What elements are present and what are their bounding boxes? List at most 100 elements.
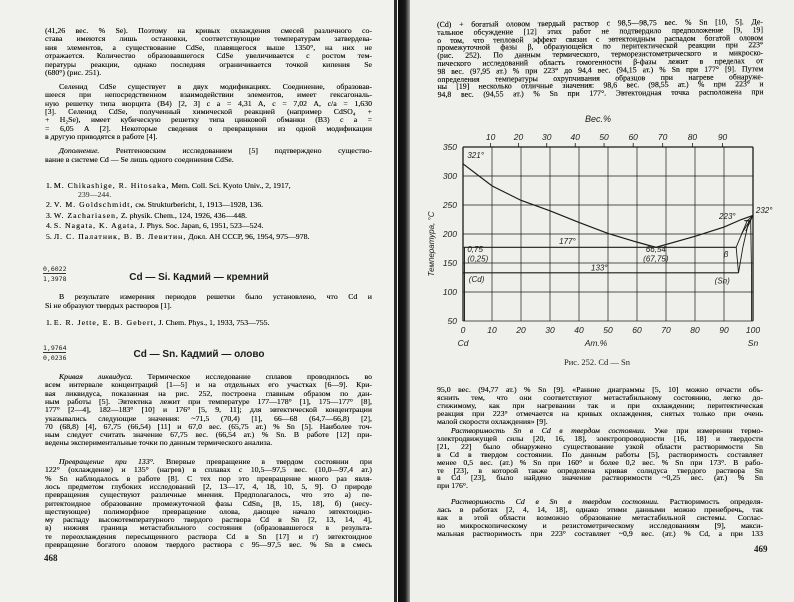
x-tick-label: 30 (545, 325, 555, 335)
x-right-element: Sn (748, 338, 759, 348)
text-line: ным следует считать значение 67,75 вес. … (45, 431, 372, 439)
text-line: Si не образуют твердых растворов [1]. (45, 302, 372, 310)
text-line: те переохлаждения пересыщенного раствора… (45, 532, 372, 541)
top-tick-label: 90 (718, 132, 728, 142)
section-title-cd-si: Cd — Si. Кадмий — кремний (129, 272, 269, 283)
line-text: Si не образуют твердых растворов [1]. (45, 301, 172, 310)
y-tick-label: 250 (442, 200, 457, 210)
x-tick-label: 60 (632, 325, 642, 335)
reference-item: 1. E. R. Jette, E. B. Gebert, J. Chem. P… (46, 319, 270, 327)
reference-number: 4. (46, 221, 52, 230)
log-value-bottom: 1,3978 (43, 275, 67, 283)
book-spine-shadow (398, 0, 410, 602)
text-line: яснить тем, что они соответствуют метаст… (437, 393, 763, 402)
text-line: 95,0 вес. (94,77 ат.) % Sn [9]. «Ранние … (437, 386, 763, 394)
paragraph-lead: Кривая ликвидуса. (59, 372, 133, 381)
chart-label-cd-solubility-a: 0,75 (467, 245, 483, 254)
reference-item: 2. V. M. Goldschmidt, см. Strukturberich… (46, 201, 263, 209)
phase-boundary-line (735, 247, 739, 273)
text-line: стижимому, как при нагревании так и при … (437, 400, 763, 410)
line-text: + H₂Se), имеет кубическую решетку типа ц… (45, 115, 372, 125)
reference-number: 2. (46, 200, 52, 209)
line-text: (680°) (рис. 251). (45, 68, 102, 77)
chart-label-cd-solubility-b: (0,25) (467, 254, 488, 263)
reference-item: 3. W. Zachariasen, Z. physik. Chem., 124… (46, 211, 247, 220)
line-text: как в этой области возможно образование … (437, 512, 763, 522)
reference-source: Mem. Coll. Sci. Kyoto Univ., 2, 1917, (169, 181, 291, 190)
section-title-cd-sn: Cd — Sn. Кадмий — олово (133, 349, 265, 360)
text-line: в другую приводятся в работе [4]. (45, 132, 372, 141)
chart-label-cd-melting: 321° (467, 151, 484, 160)
line-text: ным работы [5]. Эвтектика лежит при темп… (45, 396, 372, 406)
paragraph-lead: Превращение при 133°. (59, 457, 155, 466)
reference-continuation: 239—244. (78, 189, 112, 199)
phase-boundary-line (750, 220, 752, 273)
y-tick-label: 200 (442, 229, 457, 239)
text-line: Растворимость Cd в Sn в твердом состояни… (437, 498, 763, 506)
text-line: [21, 22] было обнаружено существование у… (437, 442, 763, 451)
text-line: указывались следующие значения: ~71,5 (7… (45, 413, 372, 423)
y-tick-label: 350 (443, 142, 457, 152)
text-line: малой скорости охлаждения» [9]. (437, 417, 763, 426)
line-text: 122° (охлаждение) и 135° (нагрев) в спла… (45, 465, 372, 475)
text-line: но микроскопическому и резистометрическо… (437, 521, 763, 530)
x-left-element: Cd (458, 338, 469, 348)
y-tick-label: 50 (448, 316, 458, 326)
text-line: Превращение при 133°. Впервые превращени… (45, 458, 372, 466)
text-line: в Cd [23], было найдено значение раствор… (437, 474, 763, 482)
y-axis-label: Температура, °С (427, 211, 436, 276)
chart-label-cd-phase: (Cd) (469, 275, 485, 284)
line-text: мальная растворимость при 223° составляе… (437, 528, 763, 538)
phase-boundary-line (745, 215, 754, 232)
line-text: указывались следующие значения: ~71,5 (7… (45, 413, 372, 423)
reference-number: 1. (46, 318, 52, 327)
line-text: Термическое исследование сплавов проводи… (132, 372, 372, 381)
phase-boundary-line (741, 215, 754, 235)
text-line: става имеются лишь остановки, соответств… (45, 35, 372, 43)
log-value-top: 1,9764 (43, 344, 67, 353)
text-line: % Sn наблюдалось в работе [8]. С тех пор… (45, 474, 372, 483)
line-text: пературы реакции, однако последняя огран… (45, 59, 372, 69)
line-text: 177° [2—4], 182—183° [10] и 176° [5, 9, … (45, 405, 372, 415)
line-text: ществующее) полиморфное превращение олов… (45, 506, 372, 516)
reference-source: J. Phys. Soc. Japan, 6, 1951, 523—524. (137, 221, 264, 230)
chart-label-eutectic-t: 177° (559, 237, 576, 246)
text-line: (41,26 вес. % Se). Поэтому на кривых охл… (45, 27, 372, 35)
line-text: электродвижущей силы [20, 16, 18], элект… (437, 433, 763, 443)
top-tick-label: 40 (571, 132, 581, 142)
text-line: как в этой области возможно образование … (437, 512, 763, 522)
reference-source: Докл. АН СССР, 96, 1954, 975—978. (186, 231, 310, 241)
text-line: В результате измерения периодов решетки … (45, 293, 372, 301)
paragraph: (Cd) + богатый оловом твердый раствор с … (437, 17, 764, 99)
line-text: става имеются лишь остановки, соответств… (45, 34, 372, 44)
text-line: ведены экспериментальные точки по данным… (45, 439, 372, 447)
top-tick-label: 10 (486, 132, 496, 142)
x-tick-label: 10 (487, 325, 497, 335)
line-text: стижимому, как при нагревании так и при … (437, 400, 763, 410)
line-text: вая ликвидуса, показанная на рис. 252, п… (45, 388, 372, 398)
text-line: отражается. Количество образовавшегося C… (45, 52, 372, 60)
line-text: Рентгеновским исследованием [5] подтверж… (99, 146, 372, 155)
line-text: Селенид CdSe существует в двух модификац… (59, 82, 372, 91)
paragraph-lead: Растворимость Cd в Sn в твердом состояни… (451, 497, 660, 506)
text-line: + H₂Se), имеет кубическую решетку типа ц… (45, 116, 372, 124)
reference-source: см. Strukturbericht, 1, 1913—1928, 136. (133, 200, 264, 209)
text-line: ную решетку типа вюрцита (B4) [2, 3] с a… (45, 99, 372, 108)
reference-number: 1. (46, 181, 52, 190)
top-tick-label: 70 (658, 132, 668, 142)
text-line: превращение богатого оловом твердого рас… (45, 541, 372, 549)
line-text: ния элементов, а существование CdSe, пла… (45, 42, 372, 52)
text-line: Растворимость Sn в Cd в твердом состояни… (437, 427, 763, 435)
top-tick-label: 60 (628, 132, 638, 142)
text-line: при 176°. (437, 482, 763, 490)
text-line: ния элементов, а существование CdSe, пла… (45, 42, 372, 52)
line-text: му распаду высокотемпературного твердого… (45, 515, 372, 525)
reference-authors: Л. С. Палатник, В. В. Левитин, (53, 231, 187, 241)
top-tick-label: 30 (542, 132, 552, 142)
chart-label-beta-phase: β (723, 250, 729, 259)
y-tick-label: 300 (443, 171, 457, 181)
text-line: реакция при 223° отмечается на кривых ох… (437, 409, 763, 418)
x-tick-label: 90 (719, 325, 729, 335)
phase-boundary-line (738, 247, 744, 273)
chart-label-peritectic: 223° (718, 212, 736, 221)
